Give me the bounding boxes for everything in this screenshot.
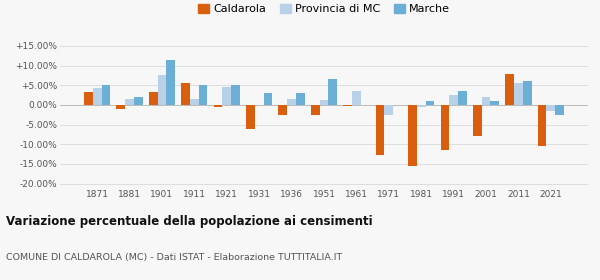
Bar [101, 85, 110, 105]
Bar [385, 105, 393, 115]
Bar [547, 105, 555, 111]
Bar [425, 101, 434, 105]
Bar [505, 74, 514, 105]
Text: Variazione percentuale della popolazione ai censimenti: Variazione percentuale della popolazione… [6, 215, 373, 228]
Bar [199, 85, 208, 105]
Bar [190, 99, 199, 105]
Bar [246, 105, 255, 129]
Bar [408, 105, 417, 166]
Bar [181, 83, 190, 105]
Bar [482, 97, 490, 105]
Bar [449, 95, 458, 105]
Bar [214, 105, 223, 107]
Bar [328, 80, 337, 105]
Bar [417, 105, 425, 107]
Bar [231, 85, 240, 105]
Bar [458, 91, 467, 105]
Bar [149, 92, 158, 105]
Bar [352, 91, 361, 105]
Bar [125, 99, 134, 105]
Bar [320, 100, 328, 105]
Bar [523, 81, 532, 105]
Bar [263, 93, 272, 105]
Bar [555, 105, 564, 115]
Bar [278, 105, 287, 115]
Bar [84, 92, 93, 105]
Text: COMUNE DI CALDAROLA (MC) - Dati ISTAT - Elaborazione TUTTITALIA.IT: COMUNE DI CALDAROLA (MC) - Dati ISTAT - … [6, 253, 342, 262]
Bar [490, 101, 499, 105]
Bar [223, 87, 231, 105]
Bar [440, 105, 449, 150]
Bar [93, 88, 101, 105]
Legend: Caldarola, Provincia di MC, Marche: Caldarola, Provincia di MC, Marche [198, 4, 450, 14]
Bar [473, 105, 482, 136]
Bar [158, 75, 166, 105]
Bar [287, 99, 296, 105]
Bar [343, 105, 352, 106]
Bar [296, 93, 305, 105]
Bar [134, 97, 143, 105]
Bar [116, 105, 125, 109]
Bar [311, 105, 320, 115]
Bar [166, 60, 175, 105]
Bar [376, 105, 385, 155]
Bar [538, 105, 547, 146]
Bar [514, 83, 523, 105]
